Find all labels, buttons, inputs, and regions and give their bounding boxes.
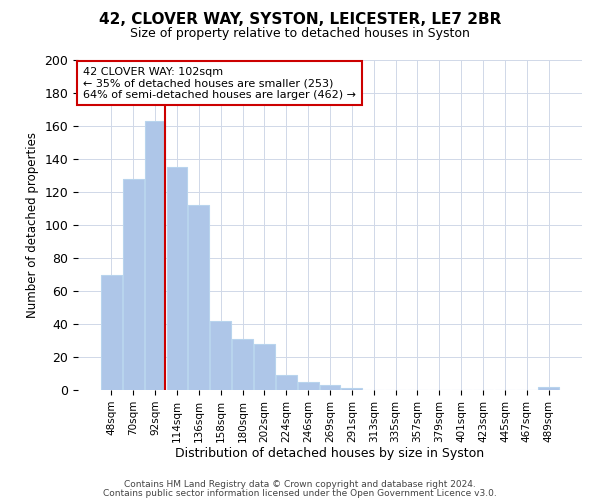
Bar bbox=[123, 179, 143, 390]
Bar bbox=[538, 386, 559, 390]
Bar bbox=[167, 167, 187, 390]
Bar bbox=[188, 205, 209, 390]
Bar bbox=[210, 320, 231, 390]
Text: Contains HM Land Registry data © Crown copyright and database right 2024.: Contains HM Land Registry data © Crown c… bbox=[124, 480, 476, 489]
Bar bbox=[341, 388, 362, 390]
Bar bbox=[254, 344, 275, 390]
Text: 42, CLOVER WAY, SYSTON, LEICESTER, LE7 2BR: 42, CLOVER WAY, SYSTON, LEICESTER, LE7 2… bbox=[99, 12, 501, 28]
X-axis label: Distribution of detached houses by size in Syston: Distribution of detached houses by size … bbox=[175, 448, 485, 460]
Bar bbox=[298, 382, 319, 390]
Bar bbox=[145, 121, 166, 390]
Bar bbox=[232, 339, 253, 390]
Text: Contains public sector information licensed under the Open Government Licence v3: Contains public sector information licen… bbox=[103, 488, 497, 498]
Bar bbox=[101, 274, 122, 390]
Y-axis label: Number of detached properties: Number of detached properties bbox=[26, 132, 39, 318]
Text: 42 CLOVER WAY: 102sqm
← 35% of detached houses are smaller (253)
64% of semi-det: 42 CLOVER WAY: 102sqm ← 35% of detached … bbox=[83, 66, 356, 100]
Text: Size of property relative to detached houses in Syston: Size of property relative to detached ho… bbox=[130, 28, 470, 40]
Bar bbox=[276, 375, 296, 390]
Bar bbox=[320, 385, 340, 390]
